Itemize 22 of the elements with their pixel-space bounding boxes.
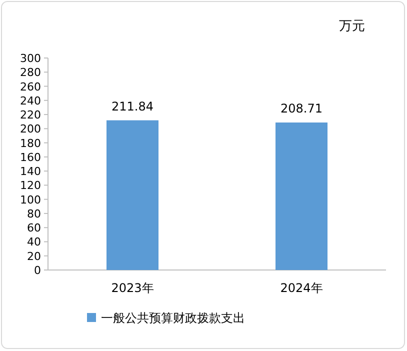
y-tick-label: 240 [20,94,41,108]
y-tick-label: 160 [20,150,41,164]
data-label: 211.84 [112,99,154,114]
y-tick-label: 200 [20,122,41,136]
legend-label: 一般公共预算财政拨款支出 [101,311,245,325]
data-label: 208.71 [280,102,322,116]
y-tick-label: 140 [20,165,41,178]
y-tick-label: 40 [27,236,41,249]
y-tick-label: 60 [27,222,41,235]
y-tick-label: 100 [20,193,41,206]
y-tick-label: 120 [20,179,41,192]
y-tick-label: 0 [34,264,41,277]
y-tick-label: 260 [20,80,41,94]
y-tick-label: 280 [20,66,41,80]
y-tick-label: 180 [20,136,41,150]
y-tick-label: 80 [27,207,41,220]
y-tick-label: 20 [27,250,41,263]
y-tick-label: 300 [20,52,41,65]
y-axis-title: 万元 [339,19,365,34]
x-tick-label: 2024年 [280,281,323,295]
y-tick-label: 220 [20,108,41,122]
x-tick-label: 2023年 [111,281,154,295]
